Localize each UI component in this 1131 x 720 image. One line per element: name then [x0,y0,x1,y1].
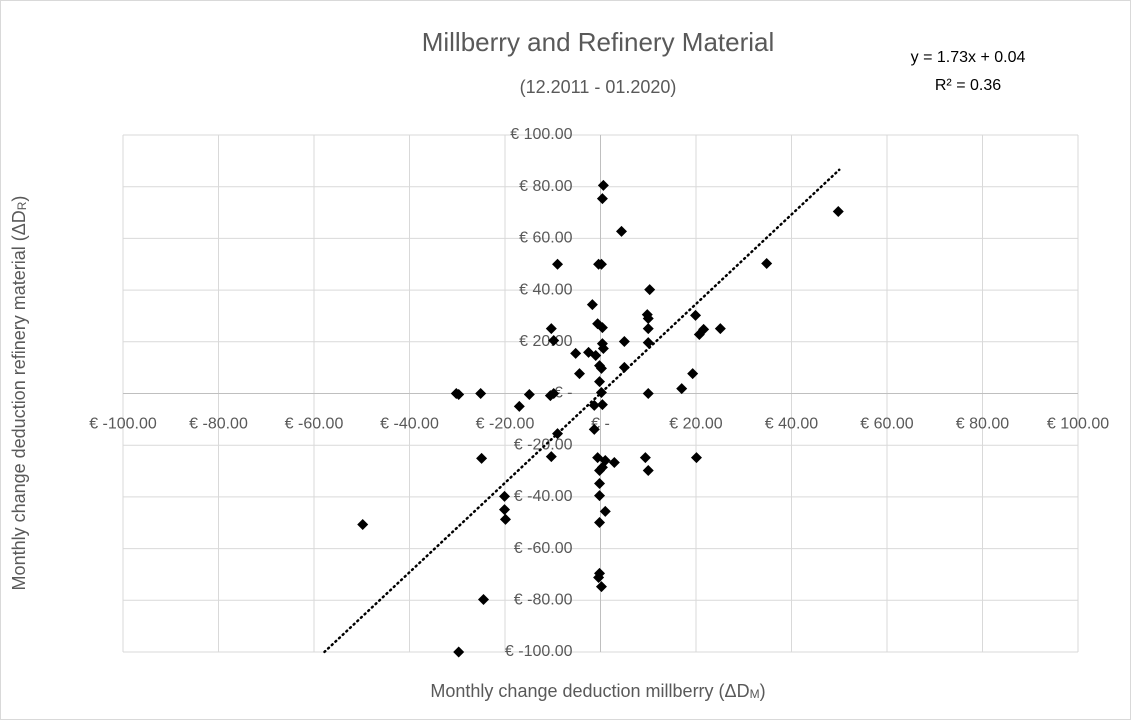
point [499,504,511,516]
point [597,179,609,191]
y-tick-label: € -60.00 [514,540,573,557]
x-tick-label: € -20.00 [476,416,535,433]
chart-subtitle: (12.2011 - 01.2020) [520,77,677,97]
point [552,258,564,270]
x-tick-label: € -80.00 [189,416,248,433]
point [586,299,598,311]
point [596,193,608,205]
x-tick-label: € 20.00 [669,416,722,433]
y-tick-label: € 40.00 [519,281,572,298]
trend-r-squared: R² = 0.36 [935,77,1001,94]
point [499,490,511,502]
point [588,399,600,411]
point [642,313,654,325]
x-tick-label: € 80.00 [956,416,1009,433]
point [570,347,582,359]
point [523,389,535,401]
x-axis-label: Monthly change deduction millberry (ΔDM) [430,681,765,701]
point [597,343,609,355]
point [453,389,465,401]
point [690,309,702,321]
point [596,399,608,411]
point [642,388,654,399]
x-tick-label: € -100.00 [89,416,157,433]
point [639,452,651,464]
point [590,350,602,362]
y-tick-label: € -80.00 [514,592,573,609]
point [596,461,608,473]
point [642,465,654,477]
y-tick-label: € 20.00 [519,333,572,350]
point [690,452,702,464]
chart-title: Millberry and Refinery Material [422,27,775,57]
point [545,323,557,335]
y-tick-label: € 100.00 [510,126,572,143]
point [644,284,656,296]
point [594,490,606,502]
point [687,368,699,380]
point [453,646,465,658]
point [676,383,688,395]
point [618,336,630,348]
point [595,362,607,374]
point [594,516,606,528]
point [513,400,525,412]
point [593,572,605,584]
x-tick-label: € -60.00 [285,416,344,433]
point [475,388,487,399]
point [595,386,607,398]
x-tick-label: € 60.00 [860,416,913,433]
point [599,505,611,517]
y-tick-label: € - [554,385,573,402]
point [573,368,585,380]
point [544,390,556,402]
point [761,257,773,269]
x-tick-label: € 100.00 [1047,416,1109,433]
point [594,376,606,388]
y-tick-label: € -100.00 [505,643,573,660]
y-axis-label: Monthly change deduction refinery materi… [9,196,29,591]
point [596,322,608,334]
y-tick-label: € 60.00 [519,230,572,247]
point [616,225,628,237]
x-tick-label: € 40.00 [765,416,818,433]
point [478,594,490,606]
point [595,258,607,270]
point [357,519,369,531]
x-tick-label: € -40.00 [380,416,439,433]
point [618,361,630,373]
y-tick-label: € -20.00 [514,436,573,453]
point [588,423,600,435]
point [714,323,726,335]
trend-equation: y = 1.73x + 0.04 [911,49,1026,66]
point [476,452,488,464]
point [698,323,710,335]
point [548,335,560,347]
point [499,513,511,525]
point [642,337,654,349]
y-tick-label: € -40.00 [514,488,573,505]
point [642,323,654,335]
point [552,428,564,440]
point [608,457,620,469]
point [595,581,607,593]
point [545,451,557,463]
point [832,206,844,218]
point [594,477,606,489]
y-tick-label: € 80.00 [519,178,572,195]
